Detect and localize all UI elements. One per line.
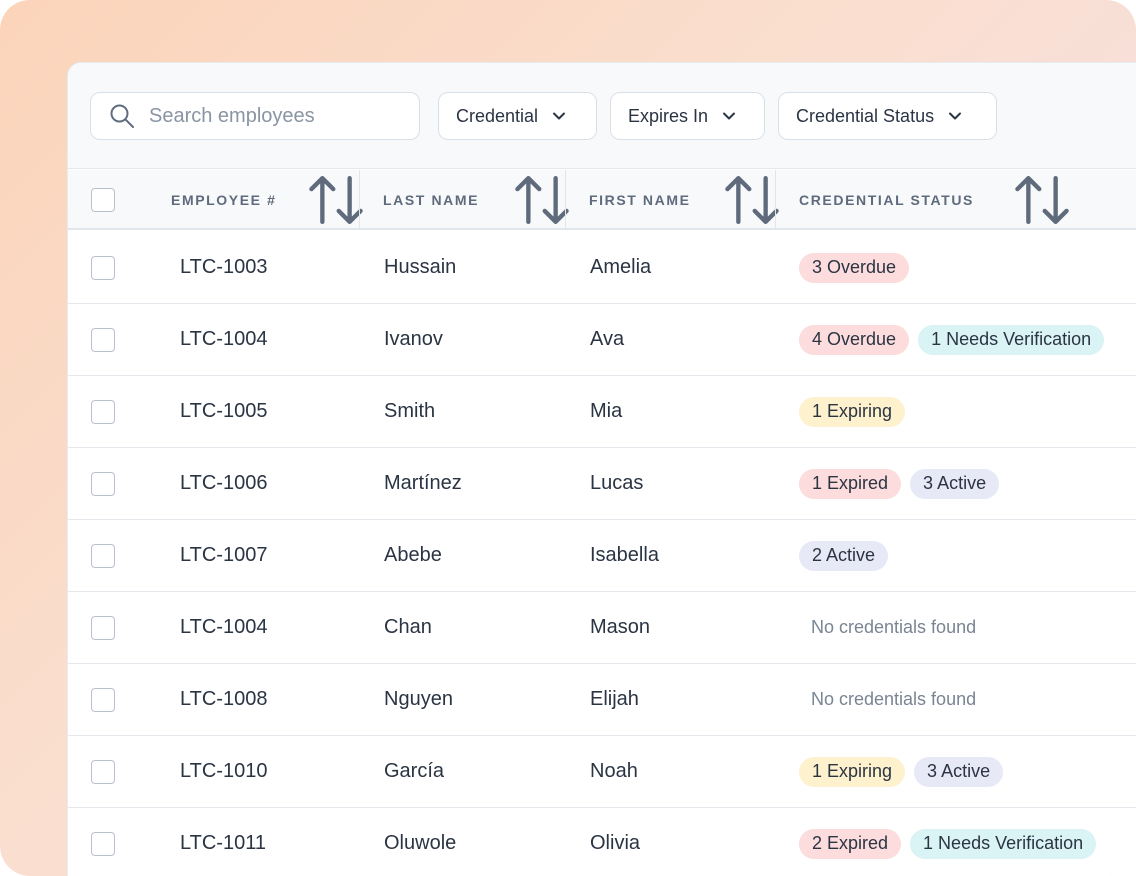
sort-icon[interactable]	[1012, 170, 1072, 230]
row-checkbox[interactable]	[91, 832, 115, 856]
employee-number-cell: LTC-1008	[180, 688, 268, 710]
select-all-checkbox[interactable]	[91, 188, 115, 212]
column-header-employee-no[interactable]: EMPLOYEE #	[171, 170, 276, 230]
first-name-cell: Mia	[590, 400, 623, 422]
row-checkbox[interactable]	[91, 328, 115, 352]
status-badge-verify: 1 Needs Verification	[918, 324, 1105, 355]
last-name-cell: Nguyen	[384, 688, 453, 710]
credential-status-cell: 2 Active	[799, 520, 889, 591]
credential-status-cell: No credentials found	[799, 664, 976, 735]
last-name-cell: Abebe	[384, 544, 442, 566]
credential-status-cell: 1 Expiring 3 Active	[799, 736, 1004, 807]
column-divider	[359, 170, 360, 230]
employee-number-cell: LTC-1007	[180, 544, 268, 566]
status-badge-expiring: 1 Expiring	[799, 396, 906, 427]
chevron-down-icon	[949, 112, 962, 120]
sort-icon[interactable]	[722, 170, 782, 230]
column-header-label: EMPLOYEE #	[171, 192, 277, 208]
chevron-down-icon	[723, 112, 736, 120]
column-header-label: CREDENTIAL STATUS	[799, 192, 974, 208]
row-checkbox[interactable]	[91, 688, 115, 712]
column-header-label: FIRST NAME	[589, 192, 691, 208]
row-checkbox[interactable]	[91, 544, 115, 568]
table-row[interactable]: LTC-1006 Martínez Lucas 1 Expired 3 Active	[68, 448, 1136, 520]
employee-number-cell: LTC-1003	[180, 256, 268, 278]
credential-filter-dropdown[interactable]: Credential	[438, 92, 597, 140]
column-divider	[565, 170, 566, 230]
employee-number-cell: LTC-1006	[180, 472, 268, 494]
first-name-cell: Noah	[590, 760, 638, 782]
column-header-last-name[interactable]: LAST NAME	[383, 170, 479, 230]
status-badge-expired: 1 Expired	[799, 468, 902, 499]
sort-icon[interactable]	[512, 170, 572, 230]
table-row[interactable]: LTC-1004 Ivanov Ava 4 Overdue 1 Needs Verifi…	[68, 304, 1136, 376]
status-badge-active: 3 Active	[910, 468, 1000, 499]
employee-table-card: Credential Expires In Credential Status	[67, 62, 1136, 876]
credential-status-cell: 1 Expiring	[799, 376, 906, 447]
first-name-cell: Amelia	[590, 256, 652, 278]
credential-status-cell: 2 Expired 1 Needs Verification	[799, 808, 1097, 876]
employee-number-cell: LTC-1004	[180, 328, 268, 350]
credential-status-cell: 1 Expired 3 Active	[799, 448, 1000, 519]
employee-number-cell: LTC-1011	[180, 832, 266, 854]
table-header: EMPLOYEE # LAST NAME FIRST NAME	[68, 170, 1136, 230]
table-row[interactable]: LTC-1010 García Noah 1 Expiring 3 Active	[68, 736, 1136, 808]
chevron-down-icon	[553, 112, 566, 120]
expires-in-filter-dropdown[interactable]: Expires In	[610, 92, 765, 140]
last-name-cell: Hussain	[384, 256, 457, 278]
no-credentials-text: No credentials found	[811, 689, 977, 709]
status-badge-verify: 1 Needs Verification	[910, 828, 1097, 859]
row-checkbox[interactable]	[91, 616, 115, 640]
last-name-cell: Martínez	[384, 472, 462, 494]
first-name-cell: Mason	[590, 616, 651, 638]
column-header-label: LAST NAME	[383, 192, 480, 208]
first-name-cell: Ava	[590, 328, 625, 350]
status-badge-expiring: 1 Expiring	[799, 756, 906, 787]
employee-number-cell: LTC-1004	[180, 616, 268, 638]
search-icon	[110, 104, 134, 128]
row-checkbox[interactable]	[91, 256, 115, 280]
credential-filter-label: Credential	[456, 105, 539, 126]
table-row[interactable]: LTC-1008 Nguyen Elijah No credentials found	[68, 664, 1136, 736]
status-badge-expired: 2 Expired	[799, 828, 902, 859]
table-row[interactable]: LTC-1004 Chan Mason No credentials found	[68, 592, 1136, 664]
table-row[interactable]: LTC-1007 Abebe Isabella 2 Active	[68, 520, 1136, 592]
status-badge-overdue: 4 Overdue	[799, 324, 910, 355]
status-badge-active: 3 Active	[914, 756, 1004, 787]
last-name-cell: Smith	[384, 400, 436, 422]
sort-icon[interactable]	[306, 170, 366, 230]
table-row[interactable]: LTC-1003 Hussain Amelia 3 Overdue	[68, 232, 1136, 304]
credential-status-filter-dropdown[interactable]: Credential Status	[778, 92, 997, 140]
last-name-cell: García	[384, 760, 445, 782]
status-badge-active: 2 Active	[799, 540, 889, 571]
status-badge-overdue: 3 Overdue	[799, 252, 910, 283]
employee-number-cell: LTC-1010	[180, 760, 268, 782]
credential-status-cell: 4 Overdue 1 Needs Verification	[799, 304, 1105, 375]
column-divider	[775, 170, 776, 230]
credential-status-cell: 3 Overdue	[799, 232, 910, 303]
search-input[interactable]	[149, 104, 389, 128]
table-row[interactable]: LTC-1011 Oluwole Olivia 2 Expired 1 Needs Ve…	[68, 808, 1136, 876]
employee-number-cell: LTC-1005	[180, 400, 268, 422]
no-credentials-text: No credentials found	[811, 617, 977, 637]
last-name-cell: Oluwole	[384, 832, 457, 854]
row-checkbox[interactable]	[91, 760, 115, 784]
first-name-cell: Lucas	[590, 472, 644, 494]
toolbar: Credential Expires In Credential Status	[68, 63, 1136, 169]
last-name-cell: Chan	[384, 616, 432, 638]
column-header-credential-status[interactable]: CREDENTIAL STATUS	[799, 170, 974, 230]
search-box[interactable]	[90, 92, 420, 140]
first-name-cell: Isabella	[590, 544, 659, 566]
first-name-cell: Elijah	[590, 688, 639, 710]
last-name-cell: Ivanov	[384, 328, 443, 350]
first-name-cell: Olivia	[590, 832, 641, 854]
column-header-first-name[interactable]: FIRST NAME	[589, 170, 691, 230]
row-checkbox[interactable]	[91, 400, 115, 424]
expires-in-filter-label: Expires In	[628, 105, 709, 126]
credential-status-filter-label: Credential Status	[796, 105, 935, 126]
table-row[interactable]: LTC-1005 Smith Mia 1 Expiring	[68, 376, 1136, 448]
credential-status-cell: No credentials found	[799, 592, 976, 663]
row-checkbox[interactable]	[91, 472, 115, 496]
